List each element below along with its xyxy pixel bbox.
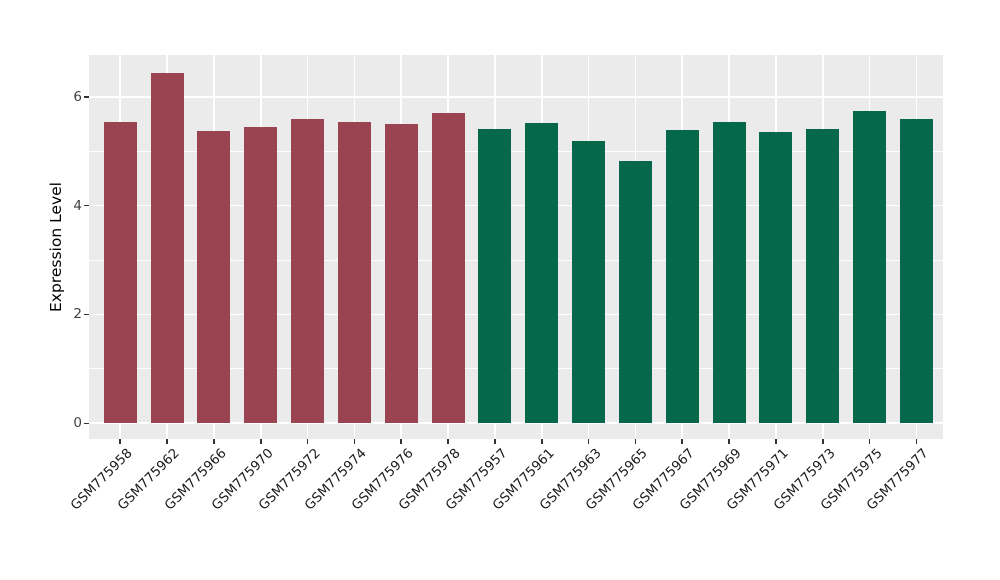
y-tick-label: 4 [73,197,82,214]
x-tick-mark [259,439,262,444]
x-tick-mark [822,439,824,444]
x-tick-mark [400,439,403,444]
bar [899,119,933,424]
bar [384,123,418,424]
bar [712,121,746,424]
x-tick-mark [587,439,590,444]
y-tick-label: 0 [73,415,82,432]
y-tick-mark [84,204,89,207]
y-axis-title: Expression Level [47,182,65,312]
bar [431,112,465,424]
bar [853,110,887,424]
y-tick-mark [84,313,89,316]
bar [806,129,840,424]
bar [197,131,231,424]
x-tick-mark [915,439,918,444]
x-tick-mark [775,439,777,444]
x-tick-mark [306,439,309,444]
bar [618,160,652,424]
x-tick-mark [213,439,215,444]
y-tick-label: 2 [73,306,82,323]
bar [478,129,512,424]
gridline-major [89,422,943,425]
x-tick-mark [681,439,684,444]
gridline-major [89,95,943,98]
bar [572,140,606,424]
x-tick-mark [634,439,637,444]
bar [244,126,278,424]
x-tick-mark [868,439,871,444]
x-tick-mark [728,439,730,444]
x-tick-mark [540,439,543,444]
gridline-minor [89,368,943,370]
x-tick-mark [494,439,496,444]
x-tick-mark [119,439,121,444]
x-tick-mark [353,439,356,444]
x-tick-mark [166,439,168,444]
x-tick-mark [447,439,449,444]
bar [291,119,325,424]
bar [150,73,184,424]
gridline-major [89,313,943,316]
bar [759,131,793,424]
y-tick-label: 6 [73,88,82,105]
gridline-minor [89,150,943,152]
bar [103,122,137,424]
bar [525,123,559,424]
bar [337,122,371,424]
gridline-minor [89,259,943,261]
plot-panel [89,55,943,439]
y-tick-mark [84,422,89,425]
bar [665,129,699,424]
y-tick-mark [84,95,89,98]
gridline-major [89,204,943,207]
